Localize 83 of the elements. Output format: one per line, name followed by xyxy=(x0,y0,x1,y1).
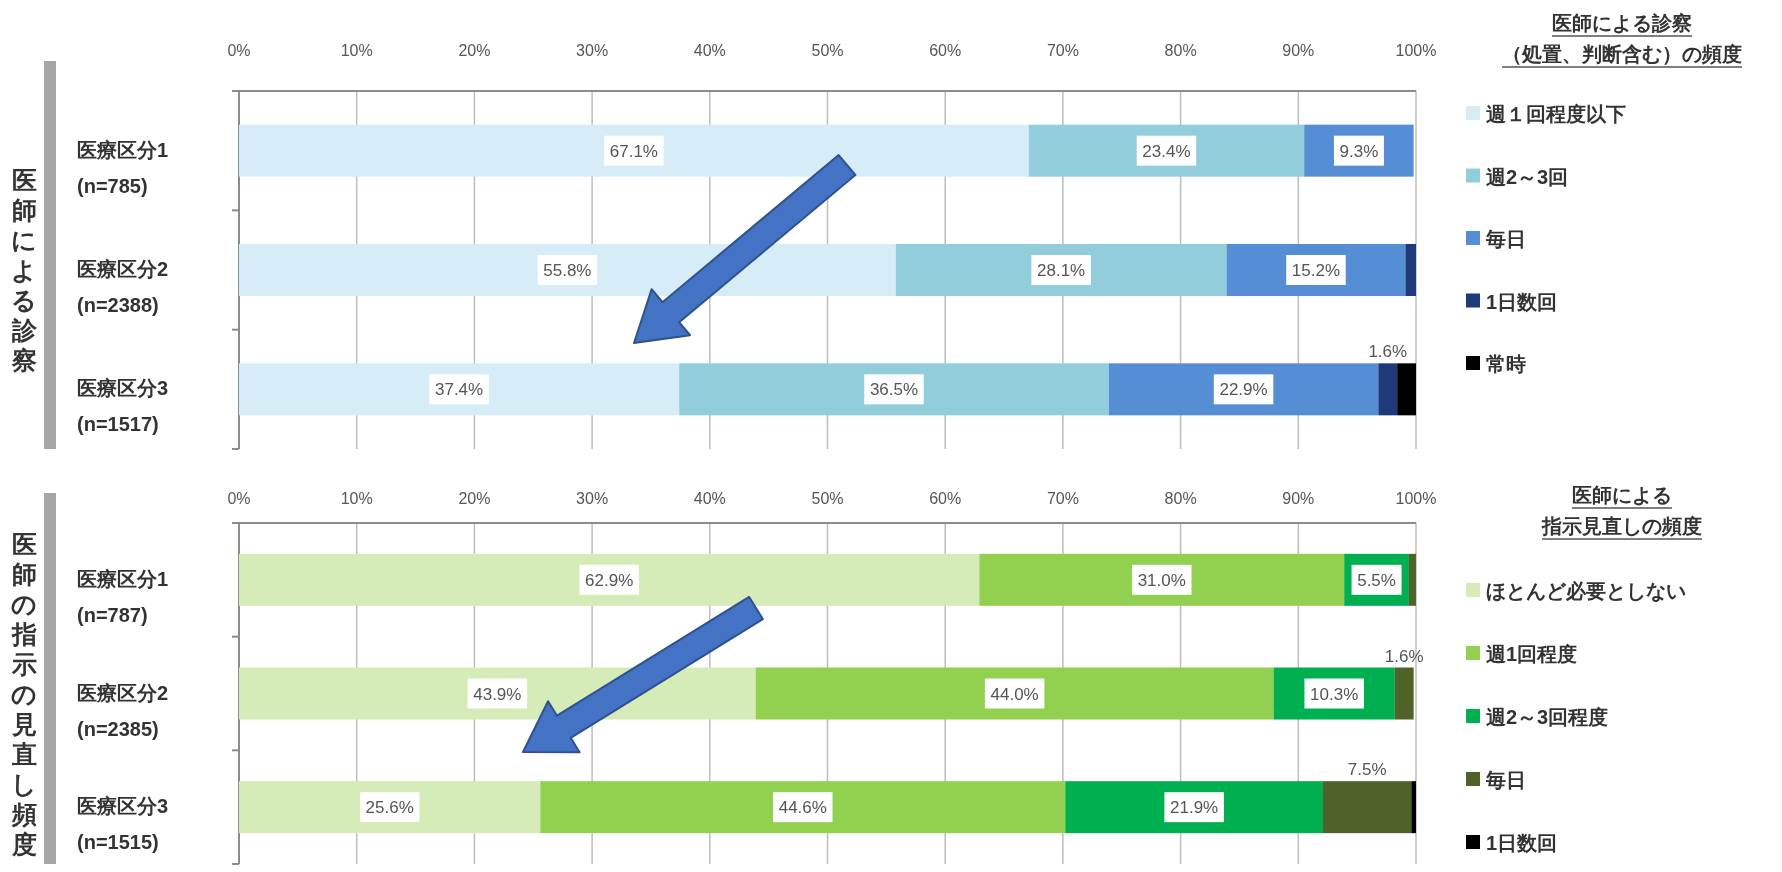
data-label: 1.6% xyxy=(1384,646,1424,666)
bar xyxy=(239,553,980,606)
x-tick-label: 80% xyxy=(1164,42,1197,59)
bar xyxy=(1397,363,1416,416)
data-label: 67.1% xyxy=(609,141,658,161)
bar xyxy=(1378,363,1398,416)
legend-label: 常時 xyxy=(1486,353,1526,375)
x-tick-label: 30% xyxy=(576,42,609,59)
bar xyxy=(1405,244,1416,296)
data-label: 44.0% xyxy=(990,684,1039,704)
legend-label: 週１回程度以下 xyxy=(1485,103,1626,125)
x-tick-label: 10% xyxy=(340,490,373,507)
x-tick-label: 40% xyxy=(693,42,726,59)
bar xyxy=(239,363,680,416)
bar xyxy=(895,244,1227,296)
bar xyxy=(1108,363,1379,416)
data-label: 9.3% xyxy=(1339,141,1379,161)
x-tick-label: 90% xyxy=(1282,42,1315,59)
data-label: 1.6% xyxy=(1368,342,1408,362)
data-label: 44.6% xyxy=(778,798,827,818)
x-tick-label: 70% xyxy=(1046,42,1079,59)
x-tick-label: 20% xyxy=(458,490,491,507)
bar xyxy=(239,124,1029,177)
x-tick-label: 50% xyxy=(811,490,844,507)
legend-label: 毎日 xyxy=(1485,228,1526,250)
y-axis-title: 医師による診察 xyxy=(1552,12,1692,34)
bar xyxy=(1408,553,1416,606)
x-tick-label: 100% xyxy=(1395,42,1437,59)
x-tick-label: 50% xyxy=(811,42,844,59)
x-tick-label: 30% xyxy=(576,490,609,507)
text: （処置、判断含む）の頻度 xyxy=(1502,43,1742,65)
bar xyxy=(540,781,1066,834)
bar xyxy=(679,363,1109,416)
x-tick-label: 40% xyxy=(693,490,726,507)
x-tick-label: 70% xyxy=(1046,490,1079,507)
bar xyxy=(1323,781,1412,834)
x-tick-label: 10% xyxy=(340,42,373,59)
x-tick-label: 0% xyxy=(227,42,251,59)
y-tick-label: 医療区分3 (n=1515) xyxy=(77,795,169,854)
x-tick-label: 20% xyxy=(458,42,491,59)
data-label: 43.9% xyxy=(473,684,522,704)
data-label: 7.5% xyxy=(1347,760,1387,780)
x-tick-label: 90% xyxy=(1282,490,1315,507)
data-label: 5.5% xyxy=(1357,570,1396,590)
y-tick-label: 医療区分2 (n=2385) xyxy=(77,681,169,740)
data-label: 36.5% xyxy=(869,380,919,400)
data-label: 55.8% xyxy=(543,261,592,280)
data-label: 31.0% xyxy=(1137,570,1186,590)
y-tick-label: 医療区分1 (n=785) xyxy=(77,138,169,197)
legend-title: 医師による指示見直しの頻度 xyxy=(1541,484,1702,537)
legend-label: 週2～3回程度 xyxy=(1485,706,1609,728)
x-tick-label: 100% xyxy=(1395,490,1437,507)
data-label: 21.9% xyxy=(1170,798,1219,818)
y-tick-label: 医療区分1 (n=787) xyxy=(77,567,169,626)
bar xyxy=(239,781,541,834)
legend-label: 毎日 xyxy=(1485,769,1526,791)
bar xyxy=(1394,667,1414,720)
data-label: 15.2% xyxy=(1291,261,1341,280)
data-label: 28.1% xyxy=(1037,261,1086,280)
bar xyxy=(979,553,1345,606)
y-tick-label: 医療区分3 (n=1517) xyxy=(77,377,169,436)
x-tick-label: 0% xyxy=(227,490,251,507)
legend-label: 週1回程度 xyxy=(1485,643,1578,665)
text: 医師の指示の見直し頻度 xyxy=(11,529,37,858)
data-label: 62.9% xyxy=(585,570,634,590)
data-label: 22.9% xyxy=(1219,380,1268,400)
x-tick-label: 60% xyxy=(929,490,962,507)
text: 医師による診察 xyxy=(11,166,37,374)
x-tick-label: 60% xyxy=(929,42,962,59)
legend-label: ほとんど必要としない xyxy=(1486,580,1686,602)
legend-label: 1日数回 xyxy=(1486,832,1558,854)
y-tick-label: 医療区分2 (n=2388) xyxy=(77,258,169,316)
bar xyxy=(1411,781,1416,834)
bar xyxy=(1028,124,1305,177)
data-label: 25.6% xyxy=(365,798,414,818)
data-label: 37.4% xyxy=(435,380,484,400)
legend-label: 1日数回 xyxy=(1486,290,1558,313)
data-label: 10.3% xyxy=(1310,684,1359,704)
data-label: 23.4% xyxy=(1142,141,1191,161)
x-tick-label: 80% xyxy=(1164,490,1197,507)
bar xyxy=(1065,781,1324,834)
bar xyxy=(239,244,896,296)
legend-label: 週2～3回 xyxy=(1485,165,1569,188)
